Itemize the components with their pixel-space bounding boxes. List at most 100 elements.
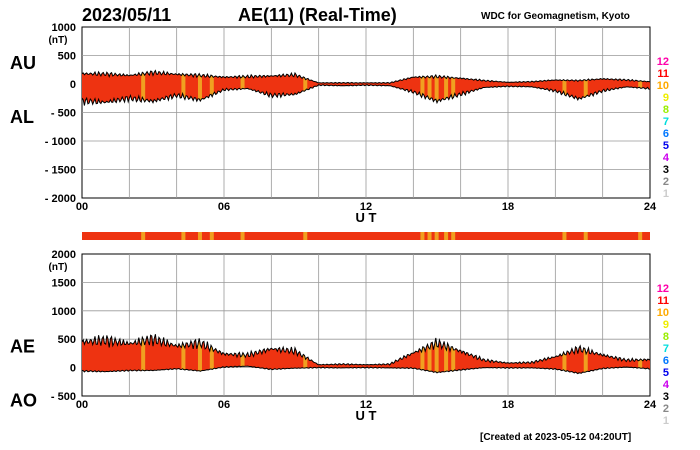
legend-level-10: 10: [657, 80, 669, 92]
activity-strip-band: [434, 232, 439, 240]
x-axis-label: U T: [356, 210, 377, 225]
activity-strip-band: [427, 232, 432, 240]
created-timestamp: [Created at 2023-05-12 04:20UT]: [480, 432, 632, 443]
activity-band: [583, 70, 588, 106]
x-tick-label: 00: [76, 201, 88, 213]
y-tick-label: 1500: [52, 277, 76, 289]
activity-band: [420, 70, 425, 106]
series-line-al: [81, 84, 651, 106]
x-tick-label: 24: [644, 201, 657, 213]
legend-level-12: 12: [657, 56, 669, 68]
legend-level-7: 7: [663, 343, 669, 355]
legend-level-12: 12: [657, 283, 669, 295]
activity-band: [451, 334, 456, 374]
activity-strip-band: [638, 232, 643, 240]
legend-level-9: 9: [663, 92, 669, 104]
y-tick-label: - 500: [51, 391, 76, 403]
x-axis-label: U T: [356, 408, 377, 423]
activity-band: [444, 334, 449, 374]
legend-level-6: 6: [663, 355, 669, 367]
series-line-au: [81, 69, 651, 84]
activity-band: [141, 334, 146, 374]
x-tick-label: 06: [218, 399, 230, 411]
x-tick-label: 12: [360, 399, 372, 411]
legend-level-4: 4: [663, 152, 670, 164]
legend-level-4: 4: [663, 379, 670, 391]
x-tick-label: 06: [218, 201, 230, 213]
legend-level-8: 8: [663, 331, 669, 343]
legend-level-3: 3: [663, 164, 669, 176]
legend-level-1: 1: [663, 188, 669, 200]
y-tick-label: - 2000: [45, 193, 76, 205]
activity-band: [197, 334, 202, 374]
activity-band: [209, 70, 214, 106]
y-label-top: AU: [10, 53, 36, 73]
legend-level-11: 11: [657, 68, 669, 80]
y-tick-label: 500: [58, 334, 76, 346]
activity-band: [197, 70, 202, 106]
y-tick-label: 0: [70, 363, 76, 375]
data-source-label: WDC for Geomagnetism, Kyoto: [481, 11, 630, 22]
activity-strip-band: [303, 232, 308, 240]
activity-band: [181, 334, 186, 374]
activity-strip-band: [562, 232, 567, 240]
activity-band: [240, 70, 245, 106]
activity-band: [427, 70, 432, 106]
y-tick-label: 500: [58, 51, 76, 63]
legend-level-6: 6: [663, 128, 669, 140]
y-unit-label: (nT): [49, 35, 68, 46]
legend-level-5: 5: [663, 367, 669, 379]
activity-band: [444, 70, 449, 106]
series-line-ae: [81, 334, 651, 366]
y-tick-label: - 500: [51, 108, 76, 120]
activity-strip-band: [420, 232, 425, 240]
x-tick-label: 24: [644, 399, 657, 411]
legend-level-8: 8: [663, 104, 669, 116]
activity-band: [427, 334, 432, 374]
activity-band: [451, 70, 456, 106]
x-tick-label: 18: [502, 399, 514, 411]
legend-level-10: 10: [657, 307, 669, 319]
activity-band: [181, 70, 186, 106]
activity-band: [562, 70, 567, 106]
activity-band: [420, 334, 425, 374]
activity-strip-band: [181, 232, 186, 240]
activity-strip-band: [451, 232, 456, 240]
y-label-bottom: AO: [10, 391, 37, 411]
legend-level-3: 3: [663, 391, 669, 403]
activity-strip-band: [583, 232, 588, 240]
y-tick-label: - 1000: [45, 136, 76, 148]
legend-level-2: 2: [663, 403, 669, 415]
y-label-bottom: AL: [10, 107, 34, 127]
legend-level-1: 1: [663, 415, 669, 427]
activity-strip-band: [240, 232, 245, 240]
legend-level-9: 9: [663, 319, 669, 331]
activity-strip-band: [444, 232, 449, 240]
y-unit-label: (nT): [49, 262, 68, 273]
activity-band: [209, 334, 214, 374]
y-tick-label: 0: [70, 79, 76, 91]
activity-band: [434, 334, 439, 374]
activity-strip: [82, 232, 650, 240]
legend-level-5: 5: [663, 140, 669, 152]
y-label-top: AE: [10, 337, 35, 357]
y-tick-label: 1000: [52, 306, 76, 318]
activity-band: [141, 70, 146, 106]
y-tick-label: - 1500: [45, 165, 76, 177]
legend-level-11: 11: [657, 295, 669, 307]
activity-strip-band: [197, 232, 202, 240]
x-tick-label: 12: [360, 201, 372, 213]
x-tick-label: 00: [76, 399, 88, 411]
activity-band: [303, 70, 308, 106]
activity-strip-band: [141, 232, 146, 240]
series-line-ao: [81, 365, 651, 375]
legend-level-2: 2: [663, 176, 669, 188]
activity-strip-band: [209, 232, 214, 240]
x-tick-label: 18: [502, 201, 514, 213]
legend-level-7: 7: [663, 116, 669, 128]
chart-date: 2023/05/11: [82, 5, 172, 25]
y-tick-label: 1000: [52, 22, 76, 34]
y-tick-label: 2000: [52, 249, 76, 261]
chart-title: AE(11) (Real-Time): [238, 5, 397, 25]
